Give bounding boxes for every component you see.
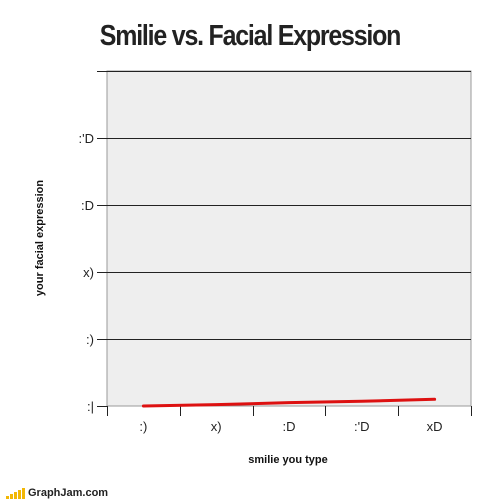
plot-background: [106, 70, 472, 407]
y-ticks: :|:) x) :D :'D: [79, 71, 107, 414]
bars-icon: [6, 487, 25, 499]
chart-title: Smilie vs. Facial Expression: [99, 20, 402, 52]
gridlines: [107, 71, 471, 340]
y-tick-label: :|: [87, 399, 94, 414]
series-line: [141, 397, 437, 408]
y-tick-label: :D: [81, 198, 94, 213]
x-tick-label: xD: [427, 419, 443, 434]
plot-area: [106, 70, 472, 407]
watermark-text: GraphJam.com: [28, 487, 109, 499]
y-tick-label: :): [86, 332, 94, 347]
y-axis-label: your facial expression: [34, 180, 46, 296]
x-tick-label: :): [139, 419, 147, 434]
graphjam-logo: GraphJam.com: [6, 483, 108, 499]
x-tick-label: x): [211, 419, 222, 434]
x-ticks: :) x) :D :'D xD: [107, 406, 472, 434]
x-axis-label: smilie you type: [248, 454, 327, 466]
y-tick-label: x): [83, 265, 94, 280]
x-tick-label: :'D: [354, 419, 369, 434]
series-layer: [141, 397, 437, 408]
y-tick-label: :'D: [79, 131, 94, 146]
x-tick-label: :D: [283, 419, 296, 434]
